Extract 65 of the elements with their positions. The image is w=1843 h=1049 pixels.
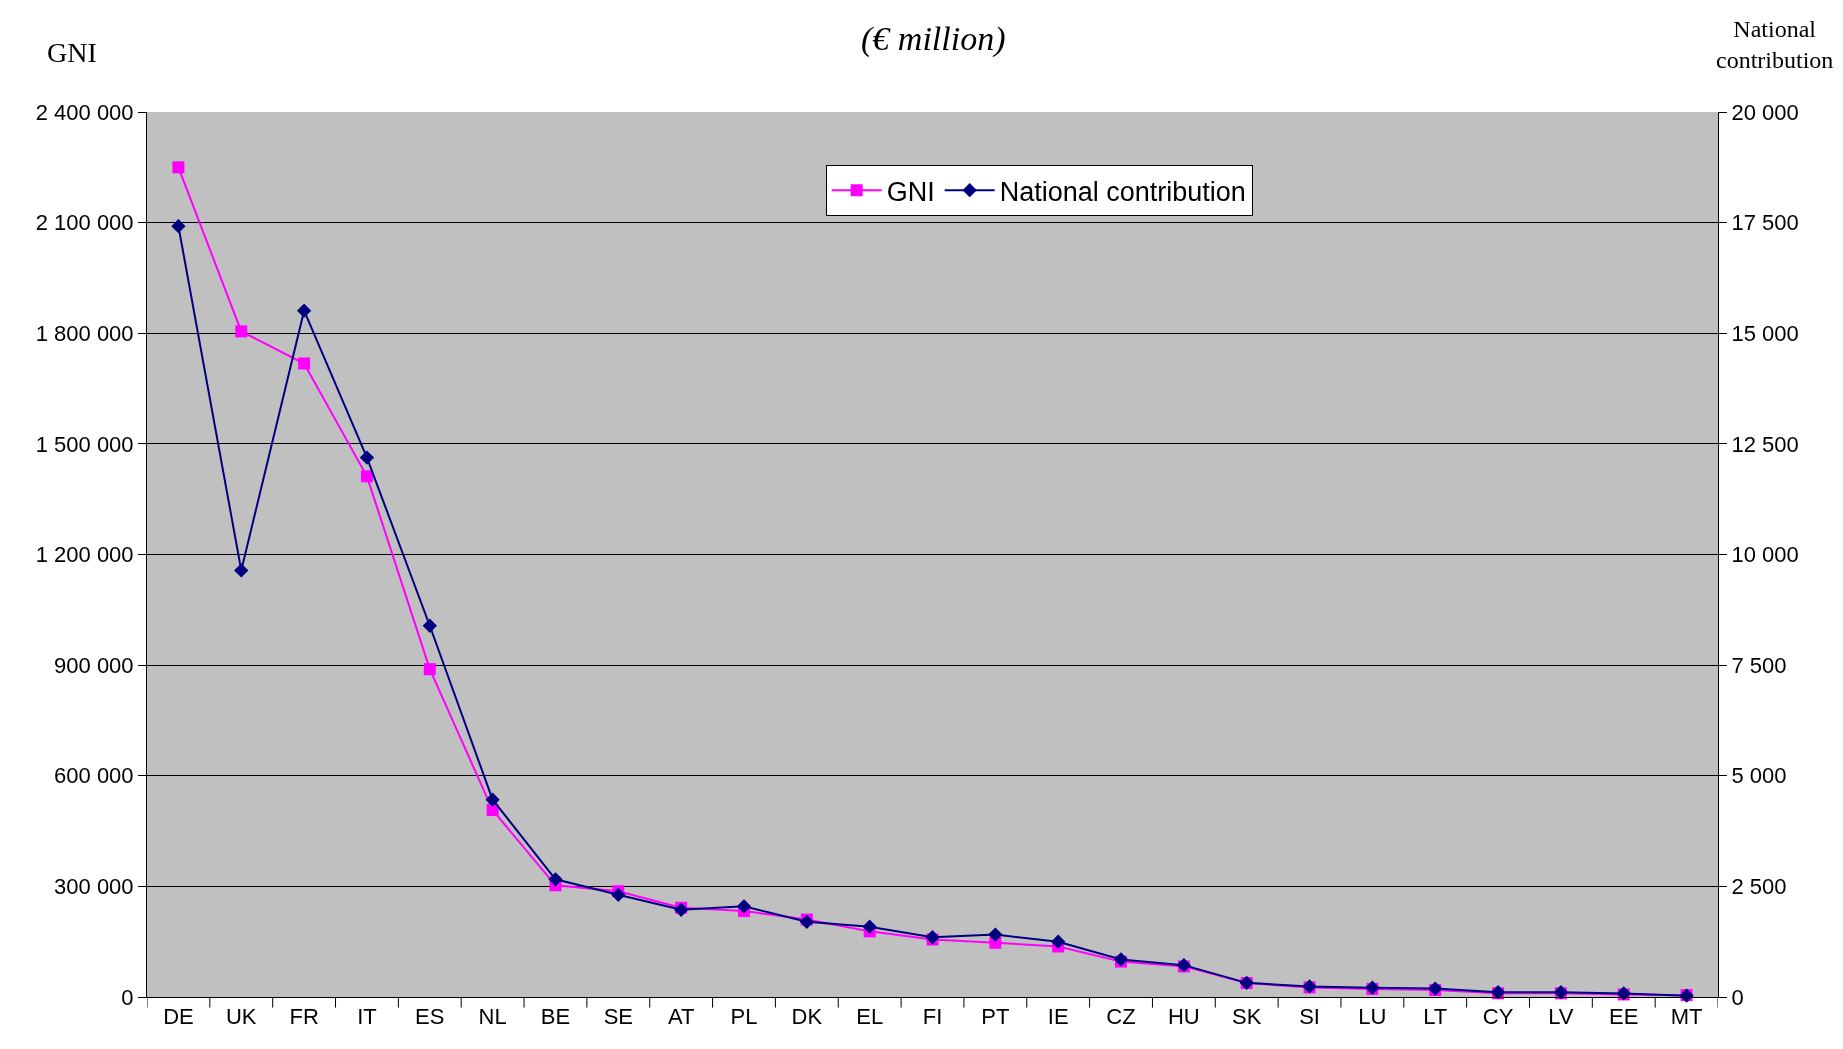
y-tick-label: 1 500 000 xyxy=(35,431,134,457)
y2-tick-label: 0 xyxy=(1731,984,1744,1010)
legend-label: GNI xyxy=(886,176,935,207)
x-tick-label: PL xyxy=(730,1004,758,1030)
x-tick-label: BE xyxy=(540,1004,571,1030)
x-tick-label: CZ xyxy=(1106,1004,1136,1030)
point xyxy=(862,919,877,934)
x-tick-label: ES xyxy=(415,1004,445,1030)
x-tick-label: LT xyxy=(1423,1004,1448,1030)
x-tick-label: UK xyxy=(225,1004,257,1030)
x-tick-label: PT xyxy=(981,1004,1010,1030)
point xyxy=(234,563,249,578)
y2-tick-label: 12 500 xyxy=(1731,431,1799,457)
x-tick-label: MT xyxy=(1670,1004,1703,1030)
x-tick-label: FR xyxy=(289,1004,319,1030)
y2-tick-label: 20 000 xyxy=(1731,99,1799,125)
chart-subtitle: (€ million) xyxy=(861,20,1006,58)
y-axis-title: GNI xyxy=(47,37,97,68)
x-tick-label: EL xyxy=(856,1004,884,1030)
x-tick-label: SI xyxy=(1299,1004,1320,1030)
x-tick-label: DE xyxy=(163,1004,194,1030)
point xyxy=(172,161,185,174)
y2-tick-label: 17 500 xyxy=(1731,210,1799,236)
point xyxy=(296,303,312,318)
x-tick-label: AT xyxy=(667,1004,695,1030)
y2-tick-label: 15 000 xyxy=(1731,320,1799,346)
y2-tick-label: 2 500 xyxy=(1731,874,1787,900)
point xyxy=(359,450,375,465)
point xyxy=(988,927,1003,942)
x-tick-label: NL xyxy=(478,1004,507,1030)
y-tick-label: 2 100 000 xyxy=(35,210,134,236)
y2-tick-label: 7 500 xyxy=(1731,652,1787,678)
y-tick-label: 1 200 000 xyxy=(35,542,134,568)
point xyxy=(548,872,563,887)
x-tick-label: CY xyxy=(1482,1004,1514,1030)
x-tick-label: LU xyxy=(1358,1004,1387,1030)
y-tick-label: 300 000 xyxy=(54,874,134,900)
point xyxy=(485,792,500,807)
point xyxy=(423,663,436,676)
point xyxy=(611,887,626,902)
y-tick-label: 900 000 xyxy=(54,652,134,678)
y2-tick-label: 10 000 xyxy=(1731,542,1799,568)
x-tick-label: IT xyxy=(357,1004,377,1030)
y2-tick-label: 5 000 xyxy=(1731,763,1787,789)
y-tick-label: 0 xyxy=(121,984,134,1010)
y-tick-label: 2 400 000 xyxy=(35,99,134,125)
point xyxy=(736,899,752,914)
point xyxy=(298,357,311,370)
x-tick-label: SK xyxy=(1232,1004,1262,1030)
x-tick-label: IE xyxy=(1047,1004,1069,1030)
point xyxy=(171,219,186,234)
x-tick-label: HU xyxy=(1167,1004,1200,1030)
x-tick-label: SE xyxy=(603,1004,633,1030)
x-tick-label: LV xyxy=(1548,1004,1574,1030)
y2-axis-title: National contribution xyxy=(1716,16,1834,74)
legend-label: National contribution xyxy=(999,176,1246,207)
point xyxy=(235,325,248,338)
point xyxy=(360,470,373,483)
x-tick-label: EE xyxy=(1609,1004,1639,1030)
x-tick-label: FI xyxy=(922,1004,943,1030)
point xyxy=(1051,934,1066,949)
y-tick-label: 1 800 000 xyxy=(35,320,134,346)
point xyxy=(422,618,437,633)
x-tick-label: DK xyxy=(791,1004,823,1030)
y-tick-label: 600 000 xyxy=(54,763,134,789)
